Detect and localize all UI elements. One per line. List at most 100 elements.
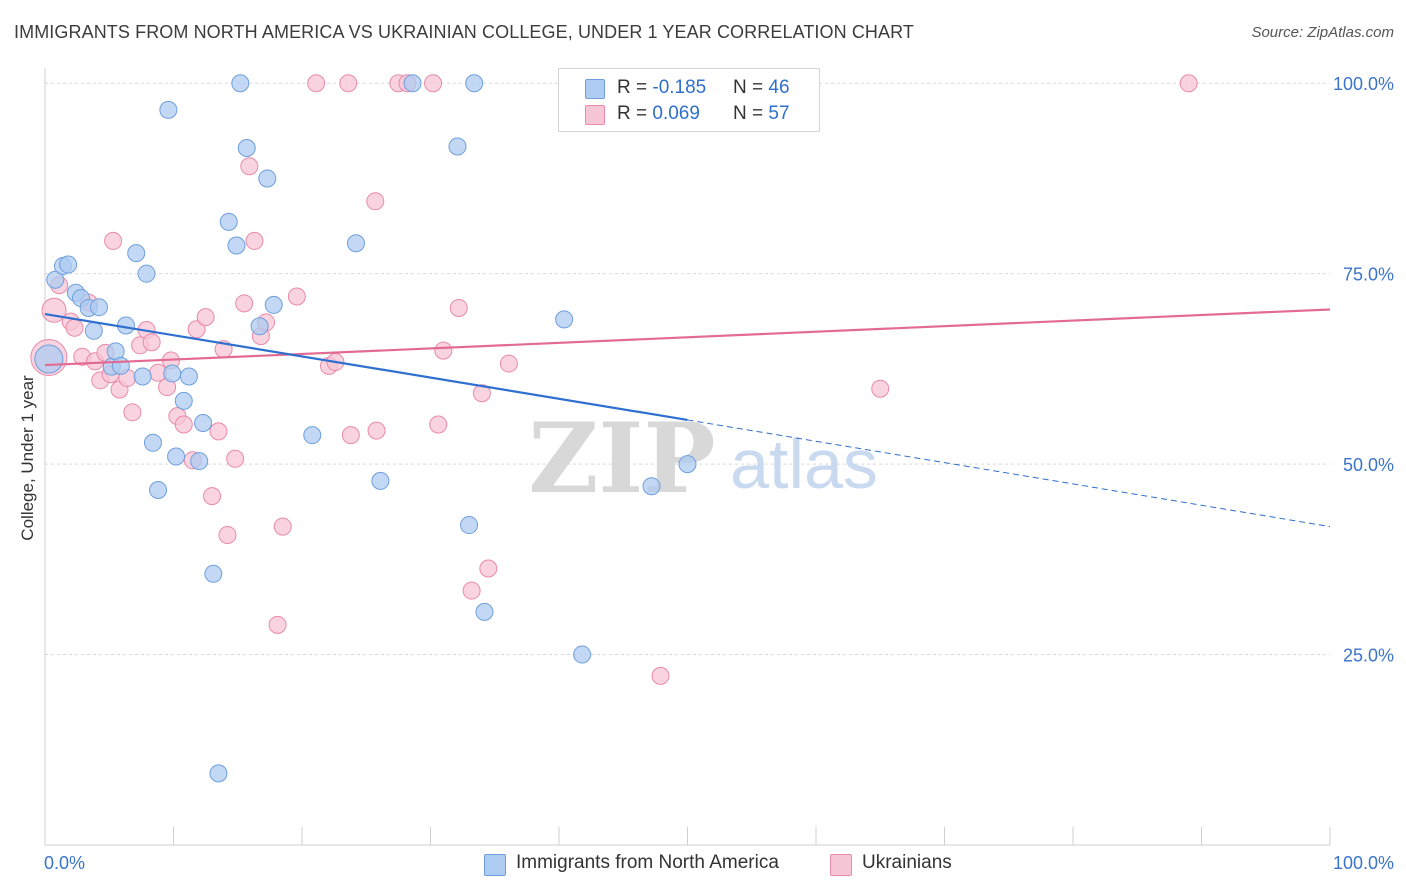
data-point-ukrainians bbox=[226, 449, 245, 468]
data-point-ukrainians bbox=[174, 415, 193, 434]
data-point-immigrants bbox=[371, 471, 390, 490]
data-point-immigrants bbox=[204, 564, 223, 583]
watermark-atlas: atlas bbox=[730, 425, 878, 503]
series-blue-points bbox=[34, 74, 697, 783]
data-point-ukrainians bbox=[287, 287, 306, 306]
y-tick-label: 50.0% bbox=[1343, 455, 1394, 475]
data-point-immigrants bbox=[642, 477, 661, 496]
legend-n-value: 57 bbox=[768, 103, 790, 124]
data-point-immigrants bbox=[209, 764, 228, 783]
tick-labels: 25.0% 50.0% 75.0% 100.0% 0.0% 100.0% bbox=[44, 74, 1394, 873]
data-point-immigrants bbox=[448, 137, 467, 156]
data-point-ukrainians bbox=[499, 354, 518, 373]
y-tick-label: 25.0% bbox=[1343, 646, 1394, 666]
legend-swatch-blue bbox=[484, 854, 506, 876]
data-point-ukrainians bbox=[218, 525, 237, 544]
trend-lines bbox=[44, 308, 1331, 528]
data-point-immigrants bbox=[46, 270, 65, 289]
data-point-immigrants bbox=[237, 138, 256, 157]
legend-n-value: 46 bbox=[768, 77, 790, 98]
data-point-ukrainians bbox=[449, 298, 468, 317]
data-point-ukrainians bbox=[142, 333, 161, 352]
data-point-immigrants bbox=[555, 310, 574, 329]
data-point-immigrants bbox=[250, 317, 269, 336]
chart-title: IMMIGRANTS FROM NORTH AMERICA VS UKRAINI… bbox=[14, 22, 915, 42]
data-point-ukrainians bbox=[341, 426, 360, 445]
data-point-immigrants bbox=[346, 234, 365, 253]
data-point-immigrants bbox=[303, 426, 322, 445]
data-point-ukrainians bbox=[268, 615, 287, 634]
series-pink-points bbox=[30, 74, 1198, 685]
data-point-ukrainians bbox=[367, 421, 386, 440]
data-point-immigrants bbox=[89, 298, 108, 317]
y-tick-label: 100.0% bbox=[1333, 74, 1394, 94]
data-point-ukrainians bbox=[434, 341, 453, 360]
legend-label-ukrainians: Ukrainians bbox=[862, 852, 952, 873]
data-point-ukrainians bbox=[65, 318, 84, 337]
trend-line-immigrants bbox=[44, 312, 688, 422]
data-point-immigrants bbox=[219, 212, 238, 231]
data-point-immigrants bbox=[194, 413, 213, 432]
data-point-ukrainians bbox=[651, 666, 670, 685]
data-point-ukrainians bbox=[472, 384, 491, 403]
data-point-immigrants bbox=[465, 74, 484, 93]
data-point-ukrainians bbox=[366, 192, 385, 211]
axes bbox=[44, 68, 1331, 846]
data-point-immigrants bbox=[127, 244, 146, 263]
legend-swatch-pink bbox=[830, 854, 852, 876]
data-point-ukrainians bbox=[187, 320, 206, 339]
data-point-immigrants bbox=[460, 516, 479, 535]
data-point-immigrants bbox=[190, 452, 209, 471]
data-point-ukrainians bbox=[462, 581, 481, 600]
data-point-ukrainians bbox=[196, 308, 215, 327]
data-point-ukrainians bbox=[209, 422, 228, 441]
trend-line-ukrainians bbox=[44, 308, 1331, 367]
x-tick-label-min: 0.0% bbox=[44, 853, 85, 873]
watermark: ZIP atlas bbox=[528, 402, 878, 515]
legend-swatch-pink bbox=[585, 105, 605, 125]
data-point-immigrants bbox=[111, 356, 130, 375]
data-point-immigrants bbox=[143, 433, 162, 452]
data-point-immigrants bbox=[475, 602, 494, 621]
data-point-immigrants bbox=[59, 255, 78, 274]
data-point-immigrants bbox=[163, 364, 182, 383]
data-point-immigrants bbox=[678, 455, 697, 474]
data-point-immigrants bbox=[174, 391, 193, 410]
y-tick-label: 75.0% bbox=[1343, 265, 1394, 285]
x-tick-label-max: 100.0% bbox=[1333, 853, 1394, 873]
data-point-ukrainians bbox=[123, 403, 142, 422]
data-point-ukrainians bbox=[104, 231, 123, 250]
legend-r-label: R = bbox=[617, 77, 653, 98]
data-point-ukrainians bbox=[240, 157, 259, 176]
legend-n-label: N = bbox=[733, 103, 769, 124]
data-point-ukrainians bbox=[203, 487, 222, 506]
legend-n-label: N = bbox=[733, 77, 769, 98]
data-point-ukrainians bbox=[273, 517, 292, 536]
data-point-immigrants bbox=[167, 447, 186, 466]
source-credit: Source: ZipAtlas.com bbox=[1251, 24, 1394, 41]
gridlines bbox=[45, 82, 1330, 656]
data-point-immigrants bbox=[179, 367, 198, 386]
data-point-immigrants bbox=[159, 100, 178, 119]
data-point-ukrainians bbox=[339, 74, 358, 93]
trend-line-immigrants-extrapolated bbox=[687, 419, 1331, 528]
data-point-ukrainians bbox=[235, 294, 254, 313]
data-point-ukrainians bbox=[1179, 74, 1198, 93]
legend-swatch-blue bbox=[585, 79, 605, 99]
data-point-immigrants bbox=[227, 236, 246, 255]
legend-r-value: 0.069 bbox=[652, 103, 700, 124]
data-point-immigrants bbox=[149, 481, 168, 500]
data-point-immigrants bbox=[34, 344, 64, 374]
data-point-immigrants bbox=[403, 74, 422, 93]
data-point-immigrants bbox=[258, 169, 277, 188]
data-point-immigrants bbox=[137, 264, 156, 283]
data-point-ukrainians bbox=[307, 74, 326, 93]
legend-r-value: -0.185 bbox=[652, 77, 707, 98]
data-point-immigrants bbox=[133, 367, 152, 386]
data-point-ukrainians bbox=[871, 379, 890, 398]
series-legend: Immigrants from North America Ukrainians bbox=[0, 852, 1406, 878]
data-point-ukrainians bbox=[424, 74, 443, 93]
data-point-ukrainians bbox=[479, 559, 498, 578]
legend-label-immigrants: Immigrants from North America bbox=[516, 852, 779, 873]
